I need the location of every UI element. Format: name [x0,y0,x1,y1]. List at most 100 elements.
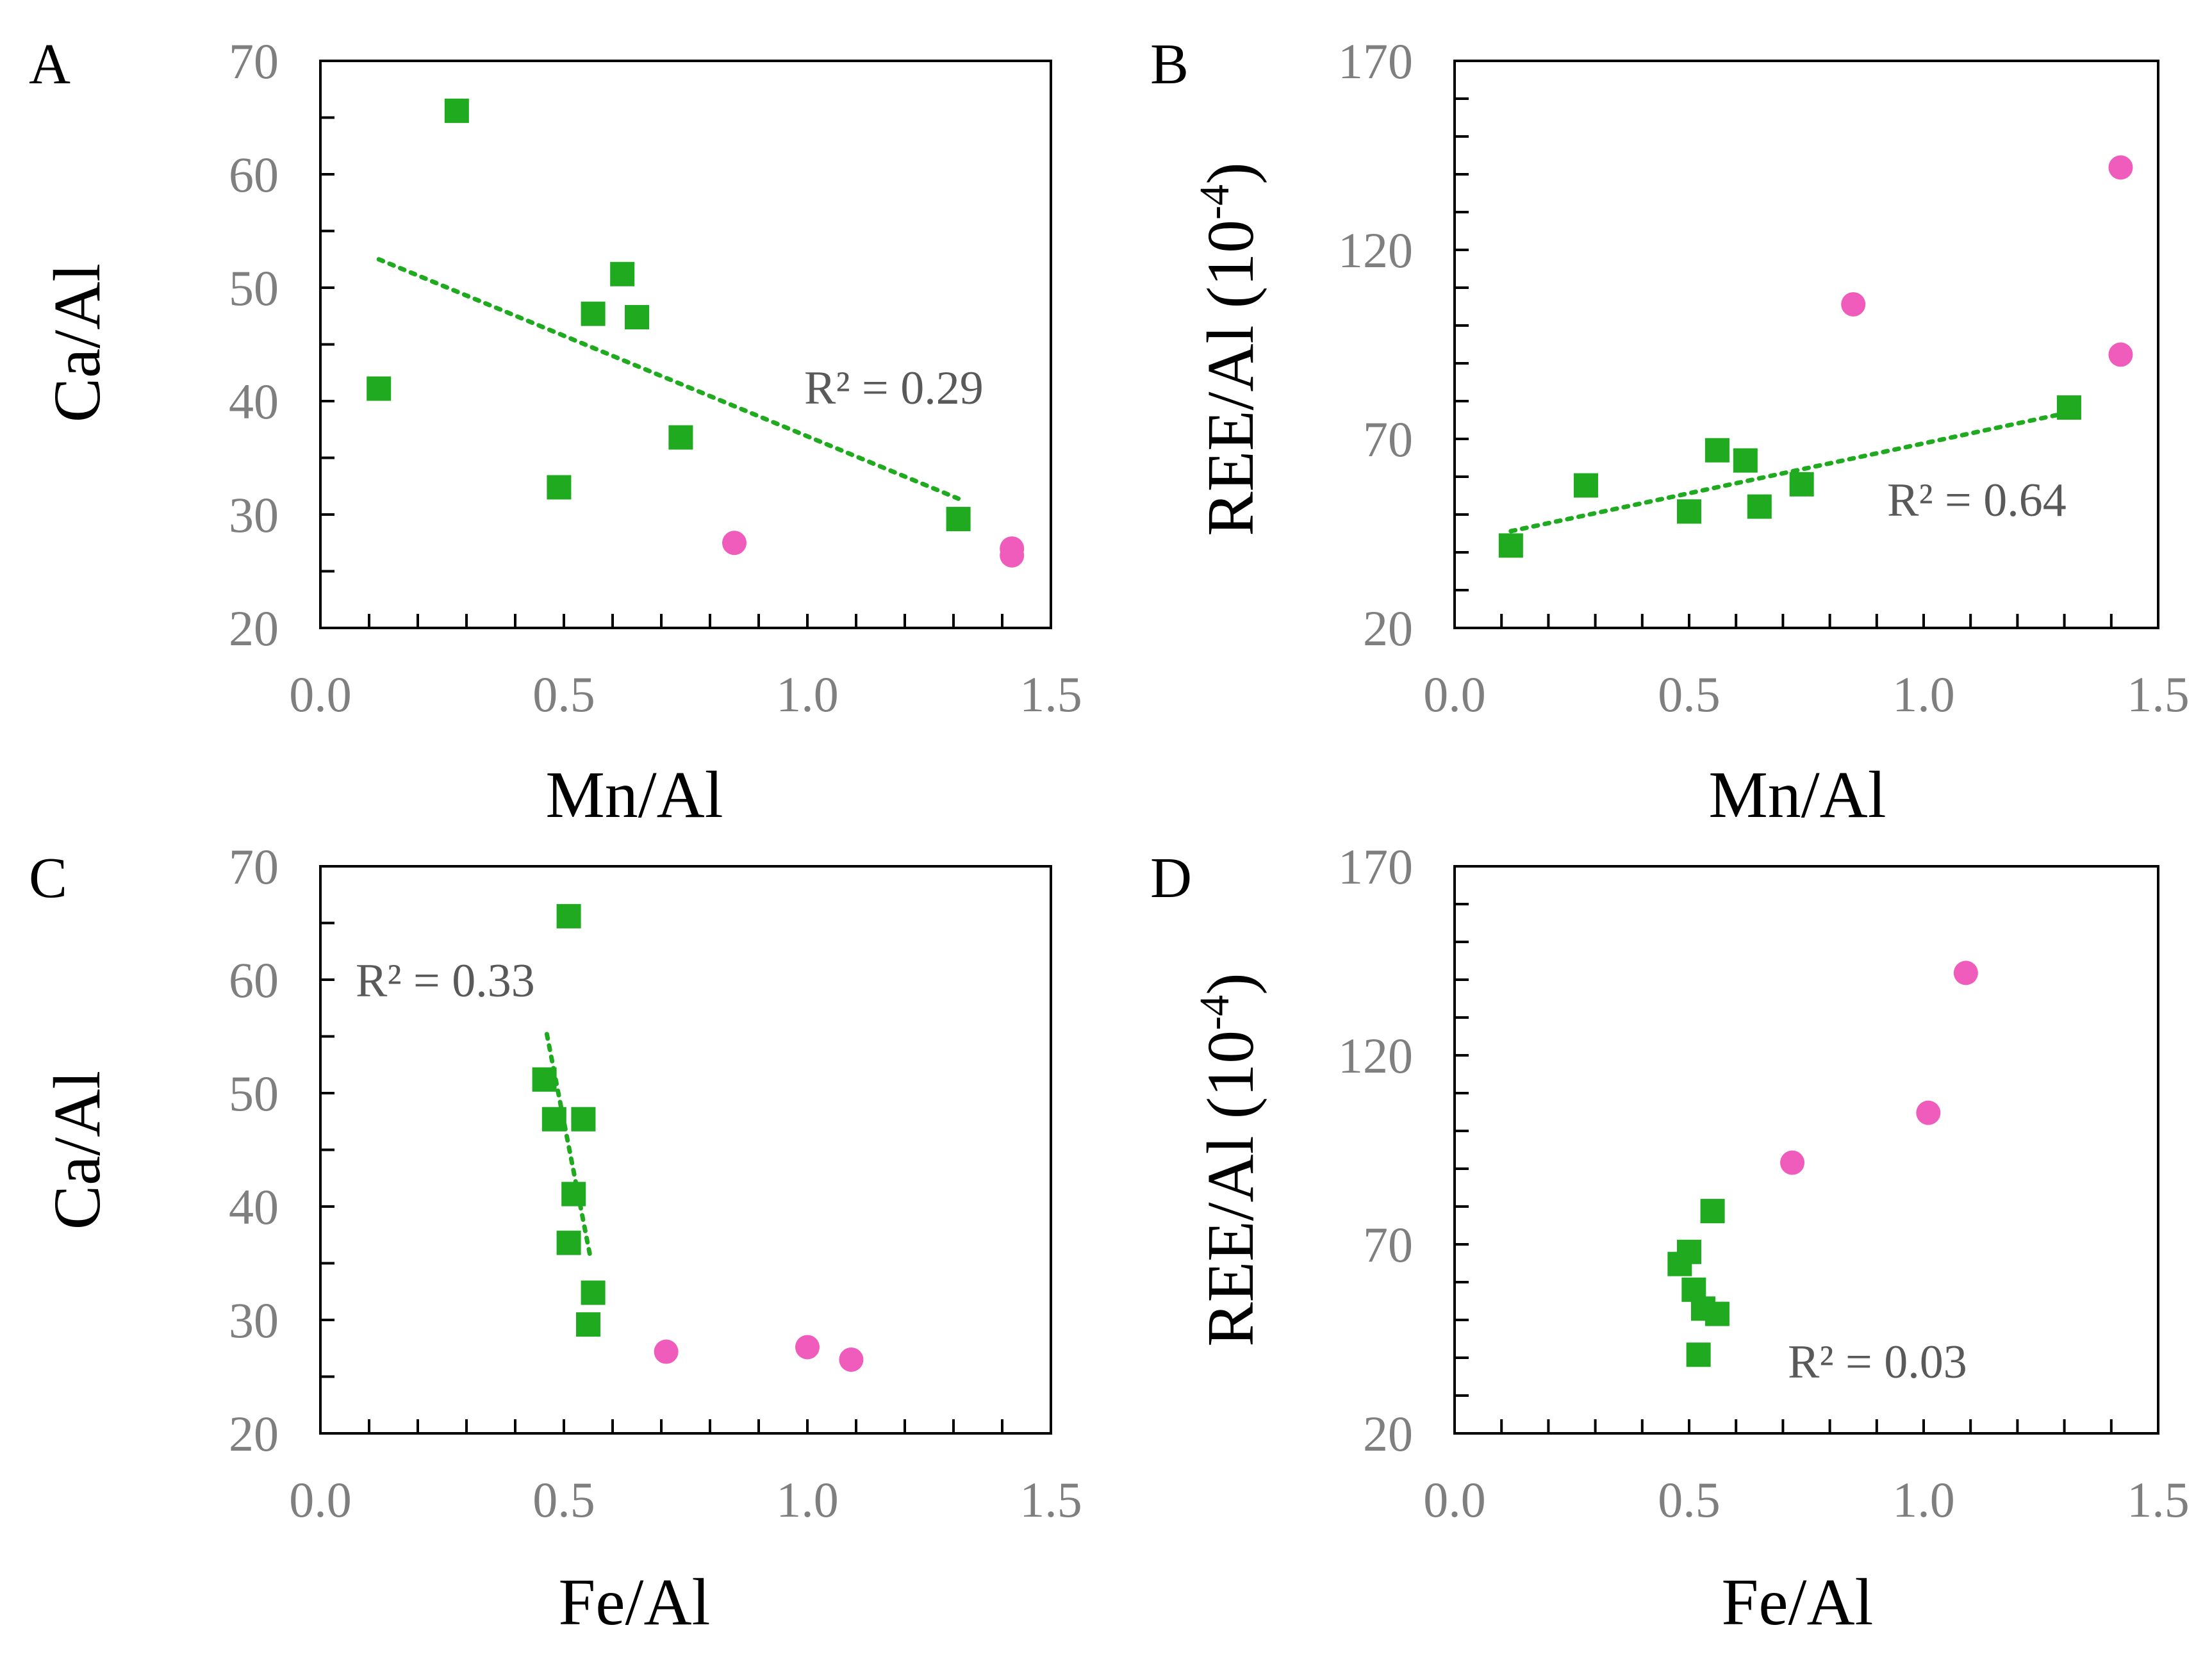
y-tick-label: 20 [229,600,279,656]
x-tick-label: 0.5 [532,666,595,722]
y-tick-label: 170 [1338,839,1413,894]
data-point-circle [1953,960,1978,985]
data-point-square [367,376,392,401]
x-axis-title-a: Mn/Al [545,758,723,832]
x-tick-label: 1.5 [2127,666,2190,722]
panel-letter-d: D [1150,846,1192,910]
data-point-circle [1916,1100,1941,1125]
plot-frame-c [319,865,1052,1435]
data-point-square [2056,395,2081,420]
data-point-square [547,475,572,500]
data-point-square [581,1280,606,1305]
panel-a: 0.0 0.5 1.0 1.5 20 30 40 50 60 70 A Mn/Al Ca/Al R² = … [29,33,1082,832]
y-tick-label: 120 [1338,1028,1413,1084]
x-tick-label: 1.0 [776,666,839,722]
panel-c: 0.0 0.5 1.0 1.5 20 30 40 50 60 70 C Fe/Al Ca/Al R² = … [29,839,1082,1639]
y-axis-title-a: Ca/Al [40,263,114,422]
trendline-b [1508,410,2072,534]
y-axis-title-d: REE/Al (10-4) [1191,973,1267,1347]
plot-frame-d [1453,865,2159,1435]
data-point-square [625,305,649,330]
y-tick-label: 50 [229,1066,279,1121]
data-point-circle [1000,543,1025,568]
data-point-square [1747,494,1772,519]
data-point-square [1789,472,1814,497]
data-point-square [541,1107,566,1132]
y-tick-label: 60 [229,952,279,1008]
plot-frame-a [319,60,1052,629]
data-point-circle [839,1347,864,1372]
y-tick-label: 60 [229,147,279,202]
data-point-square [1573,473,1598,498]
data-point-circle [1841,292,1866,317]
x-tick-label: 1.0 [1892,1472,1955,1528]
data-point-square [1677,499,1701,524]
x-axis-title-b: Mn/Al [1708,758,1886,832]
data-point-square [1700,1199,1725,1224]
data-point-square [556,903,581,928]
x-tick-label: 0.0 [289,666,352,722]
x-tick-label: 1.0 [776,1472,839,1528]
x-tick-label: 0.5 [1658,666,1721,722]
y-tick-label: 170 [1338,33,1413,89]
r-squared-label-d: R² = 0.03 [1788,1336,1967,1389]
y-tick-label: 70 [1363,411,1413,467]
x-tick-label: 1.5 [1019,666,1082,722]
data-point-circle [654,1339,679,1364]
x-tick-label: 1.5 [1019,1472,1082,1528]
y-tick-label: 120 [1338,222,1413,278]
data-point-square [946,507,971,532]
data-point-circle [2108,342,2133,367]
data-point-square [1704,438,1729,463]
data-point-square [1677,1239,1701,1264]
data-point-square [581,301,606,326]
y-tick-label: 40 [229,374,279,429]
y-tick-label: 70 [229,33,279,89]
data-point-square [1704,1301,1729,1326]
data-point-square [1733,448,1758,473]
data-point-circle [795,1335,820,1360]
y-tick-label: 70 [229,839,279,894]
panel-b: 0.0 0.5 1.0 1.5 20 70 120 170 B Mn/Al REE/Al (10-4… [1150,33,2190,832]
panel-letter-a: A [29,33,70,96]
y-tick-label: 40 [229,1179,279,1235]
r-squared-label-b: R² = 0.64 [1887,474,2067,527]
x-tick-label: 0.0 [1423,1472,1486,1528]
x-tick-label: 0.0 [289,1472,352,1528]
x-tick-label: 1.0 [1892,666,1955,722]
y-axis-title-b: REE/Al (10-4) [1191,162,1267,536]
y-tick-label: 20 [1363,1406,1413,1462]
y-tick-label: 30 [229,487,279,543]
x-axis-title-c: Fe/Al [559,1565,711,1639]
data-point-circle [1780,1150,1805,1175]
data-point-square [576,1312,600,1337]
data-point-square [1498,533,1523,558]
x-axis-title-d: Fe/Al [1722,1565,1874,1639]
y-axis-title-c: Ca/Al [40,1071,114,1230]
trendline-a [376,257,961,501]
data-point-square [1686,1342,1711,1367]
y-tick-label: 50 [229,260,279,316]
panel-d: 0.0 0.5 1.0 1.5 20 70 120 170 D Fe/Al REE/Al (10-4… [1150,839,2190,1639]
x-tick-label: 1.5 [2127,1472,2190,1528]
data-point-square [561,1182,586,1207]
x-tick-label: 0.5 [532,1472,595,1528]
data-point-square [556,1230,581,1255]
y-tick-label: 70 [1363,1217,1413,1273]
data-point-square [610,261,635,286]
data-point-square [571,1107,596,1132]
r-squared-label-a: R² = 0.29 [804,362,984,415]
plot-frame-b [1453,60,2159,629]
data-point-circle [2108,155,2133,180]
x-tick-label: 0.0 [1423,666,1486,722]
y-tick-label: 30 [229,1292,279,1348]
r-squared-label-c: R² = 0.33 [356,955,535,1007]
y-tick-label: 20 [1363,600,1413,656]
x-tick-label: 0.5 [1658,1472,1721,1528]
panel-letter-c: C [29,846,67,910]
data-point-square [532,1067,557,1092]
panel-letter-b: B [1150,33,1189,96]
data-point-circle [722,531,747,556]
data-point-square [668,425,693,450]
